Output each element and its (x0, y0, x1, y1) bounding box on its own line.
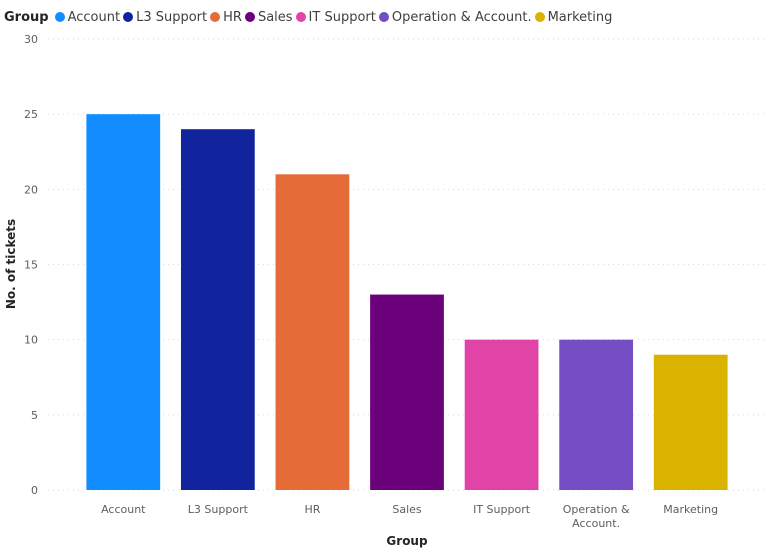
bar[interactable] (559, 339, 634, 490)
y-axis-title: No. of tickets (4, 219, 18, 309)
bar[interactable] (275, 174, 350, 491)
x-tick-label: Operation & Account. (563, 503, 630, 530)
bar[interactable] (180, 129, 255, 490)
legend-label: Account (67, 9, 121, 25)
legend-marker (123, 12, 134, 22)
legend-label: L3 Support (136, 9, 208, 25)
y-tick-label: 10 (24, 334, 38, 347)
legend-label: Sales (257, 9, 293, 25)
y-tick-label: 30 (24, 33, 38, 46)
legend-item[interactable]: L3 Support (123, 10, 207, 25)
bar[interactable] (86, 114, 161, 491)
y-tick-label: 25 (24, 108, 38, 121)
x-axis-ticks: Account L3 Support HR Sales IT Support Operat… (101, 503, 718, 530)
legend-items: Account L3 Support HR Sales IT Support Operat… (54, 9, 616, 25)
legend-item[interactable]: Operation & Account. (378, 9, 532, 25)
legend-marker (295, 12, 306, 22)
legend-marker (378, 12, 389, 22)
x-tick-label: HR (304, 503, 320, 516)
legend-marker (54, 12, 65, 22)
legend-item[interactable]: Account (54, 9, 121, 25)
x-tick-label: Sales (392, 503, 422, 516)
bar[interactable] (464, 339, 539, 490)
legend-label: HR (223, 9, 242, 25)
y-tick-label: 0 (31, 484, 38, 497)
legend-marker (210, 12, 221, 22)
x-tick-label: L3 Support (188, 503, 249, 516)
legend-item[interactable]: Sales (244, 9, 293, 25)
y-tick-label: 15 (24, 259, 38, 272)
legend-marker (244, 12, 255, 22)
bar[interactable] (370, 294, 444, 490)
x-tick-label: IT Support (473, 503, 531, 516)
legend-label: IT Support (308, 9, 376, 25)
y-tick-label: 5 (31, 409, 38, 422)
x-tick-label: Account (101, 503, 146, 516)
y-axis-ticks: 0 5 10 15 20 25 30 (24, 33, 38, 497)
x-axis-title: Group (386, 534, 428, 548)
bars (86, 114, 728, 491)
x-tick-label: Marketing (663, 503, 718, 516)
legend-item[interactable]: HR (210, 10, 242, 25)
y-tick-label: 20 (24, 183, 38, 196)
bar[interactable] (653, 354, 728, 490)
legend-label: Marketing (547, 9, 613, 25)
legend-title: Group (4, 9, 49, 25)
legend-label: Operation & Account. (391, 9, 532, 25)
legend-marker (534, 12, 545, 22)
legend: Group Account L3 Support HR Sales IT Support… (4, 8, 615, 26)
legend-item[interactable]: Marketing (534, 9, 613, 25)
legend-item[interactable]: IT Support (295, 9, 376, 25)
